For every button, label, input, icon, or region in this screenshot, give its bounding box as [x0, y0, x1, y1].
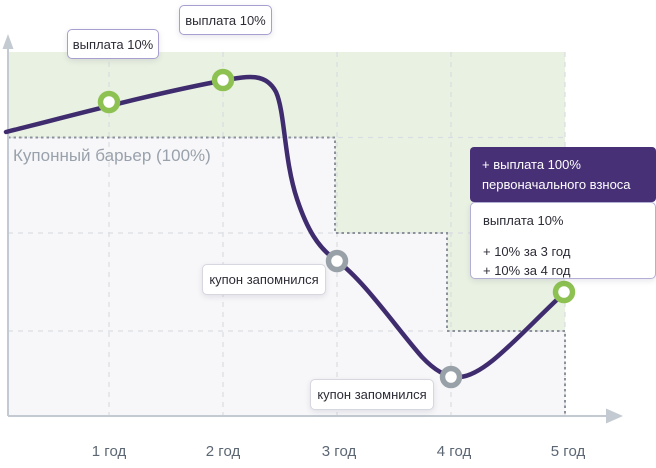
x-axis-label-year-4: 4 год [436, 443, 472, 460]
barrier-label: Купонный барьер (100%) [13, 146, 211, 165]
callout-coupon-memo-year-3: купон запомнился [202, 264, 326, 295]
callout-payout-year-2: выплата 10% [179, 5, 272, 35]
final-payout-badge-line1: + выплата 100% [482, 157, 581, 172]
x-axis-label-year-5: 5 год [550, 443, 586, 460]
marker-year-4-below [439, 365, 463, 389]
callout-payout-year-2-label: выплата 10% [185, 12, 266, 28]
callout-coupon-memo-year-4-label: купон запомнился [317, 387, 427, 402]
final-payout-spacer [483, 231, 643, 243]
final-payout-badge-line2: первоначального взноса [482, 176, 631, 192]
barrier-staircase [8, 136, 566, 415]
callout-coupon-memo-year-3-label: купон запомнился [209, 272, 319, 287]
axes [2, 34, 623, 424]
y-axis-arrow-icon [2, 34, 14, 49]
x-axis-arrow-icon [606, 408, 623, 424]
callout-coupon-memo-year-4: купон запомнился [310, 379, 434, 410]
marker-year-5-above [552, 280, 576, 304]
green-zone [9, 52, 565, 331]
final-payout-badge: + выплата 100% первоначального взноса [470, 147, 656, 202]
marker-year-3-below [325, 249, 349, 273]
x-axis-label-year-1: 1 год [91, 443, 127, 460]
final-payout-detail-box: выплата 10% + 10% за 3 год + 10% за 4 го… [470, 202, 656, 279]
callout-payout-year-1-label: выплата 10% [72, 36, 154, 52]
x-axis-label-year-2: 2 год [205, 443, 241, 460]
final-payout-line3: + 10% за 4 год [483, 262, 571, 278]
final-payout-line2: + 10% за 3 год [483, 243, 571, 259]
marker-year-1-above [97, 90, 121, 114]
final-payout-line1: выплата 10% [483, 213, 564, 228]
year-markers [97, 68, 576, 389]
callout-payout-year-1: выплата 10% [67, 29, 159, 59]
x-axis-label-year-3: 3 год [321, 443, 357, 460]
marker-year-2-above [211, 68, 235, 92]
